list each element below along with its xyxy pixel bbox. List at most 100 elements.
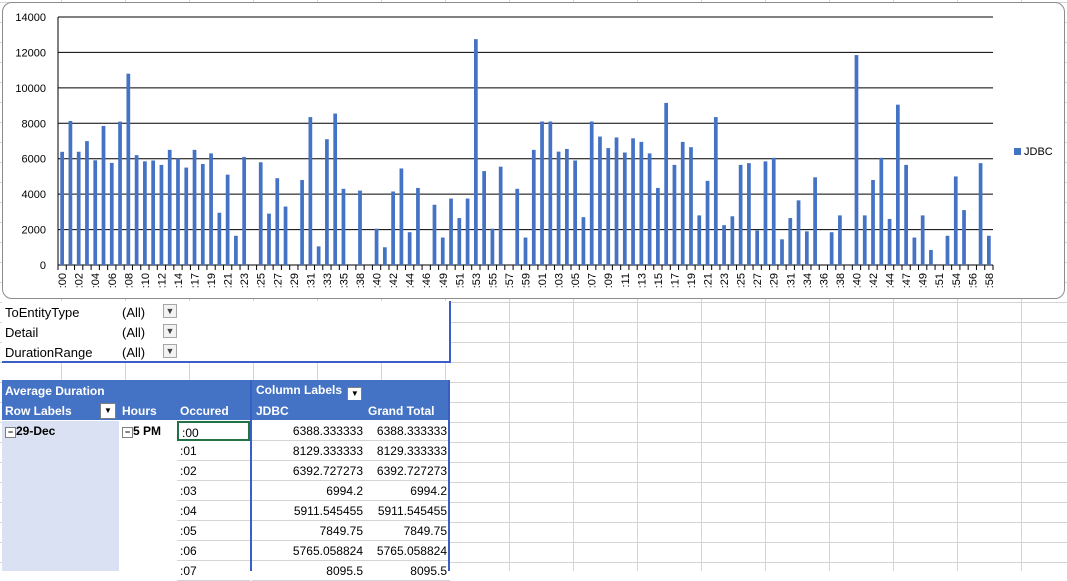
filter-value[interactable]: (All): [122, 325, 146, 340]
occured-cell[interactable]: :03: [177, 481, 250, 501]
bar: [978, 163, 983, 265]
occured-cell[interactable]: :01: [177, 441, 250, 461]
grand-total-cell[interactable]: 8129.333333: [366, 441, 450, 461]
bar: [771, 157, 776, 265]
bar: [490, 228, 495, 265]
bar: [234, 235, 238, 265]
jdbc-value-cell[interactable]: 5911.545455: [252, 501, 366, 521]
chart-svg: 0 2000 4000 6000 8000 10000 12000 14000:00:02:0…: [15, 12, 1052, 288]
x-tick-label: :14: [173, 273, 185, 288]
grand-total-cell[interactable]: 6392.727273: [366, 461, 450, 481]
dropdown-arrow-icon[interactable]: ▼: [163, 304, 177, 318]
y-tick-label: 6000: [22, 154, 46, 166]
bar: [267, 213, 271, 265]
x-tick-label: :58: [984, 273, 996, 288]
jdbc-value-cell[interactable]: 8129.333333: [252, 441, 366, 461]
row-labels-header[interactable]: Row Labels ▼: [2, 400, 119, 420]
jdbc-value-cell[interactable]: 8095.5: [252, 561, 366, 581]
x-tick-label: :12: [156, 273, 168, 288]
hour-cell[interactable]: −5 PM: [119, 421, 177, 571]
collapse-icon[interactable]: −: [122, 427, 133, 438]
bar: [432, 204, 437, 265]
bar: [987, 235, 991, 265]
x-tick-label: :35: [338, 273, 350, 288]
bar: [109, 162, 114, 265]
x-tick-label: :05: [570, 273, 582, 288]
bar: [68, 121, 73, 265]
x-tick-label: :55: [487, 273, 499, 288]
bar: [680, 141, 685, 265]
filter-value[interactable]: (All): [122, 305, 146, 320]
dropdown-arrow-icon[interactable]: ▼: [163, 324, 177, 338]
bar: [804, 231, 809, 265]
occured-cell[interactable]: :04: [177, 501, 250, 521]
grand-total-cell[interactable]: 6994.2: [366, 481, 450, 501]
column-labels-header[interactable]: Column Labels ▼: [250, 380, 450, 402]
x-tick-label: :38: [355, 273, 367, 288]
bar: [325, 139, 329, 265]
bar: [308, 117, 313, 265]
bar: [854, 55, 859, 266]
grand-total-cell[interactable]: 8095.5: [366, 561, 450, 581]
bar: [217, 212, 222, 265]
bar: [747, 163, 751, 265]
bar: [531, 149, 536, 265]
pivot-table[interactable]: Average Duration Column Labels ▼ Row Lab…: [2, 380, 450, 581]
grand-total-cell[interactable]: 6388.333333: [366, 421, 450, 441]
bar: [780, 239, 784, 265]
occured-header: Occured: [177, 400, 250, 420]
bar: [159, 164, 164, 265]
filter-value[interactable]: (All): [122, 345, 146, 360]
jdbc-value-cell[interactable]: 6388.333333: [252, 421, 366, 441]
grand-total-cell[interactable]: 5765.058824: [366, 541, 450, 561]
bar: [556, 151, 561, 265]
jdbc-value-cell[interactable]: 6392.727273: [252, 461, 366, 481]
column-labels-text: Column Labels: [256, 383, 343, 397]
jdbc-value-cell[interactable]: 7849.75: [252, 521, 366, 541]
occured-cell[interactable]: :00: [177, 421, 250, 441]
x-tick-label: :03: [554, 273, 566, 288]
bar: [126, 73, 131, 265]
dropdown-arrow-icon[interactable]: ▼: [163, 344, 177, 358]
x-tick-label: :40: [851, 273, 863, 288]
bar: [879, 157, 884, 265]
occured-cell[interactable]: :07: [177, 561, 250, 581]
x-tick-label: :23: [239, 273, 251, 288]
bar: [242, 156, 247, 265]
bar: [622, 152, 627, 265]
column-chart[interactable]: 0 2000 4000 6000 8000 10000 12000 14000:00:02:0…: [2, 2, 1065, 299]
bar: [440, 237, 445, 265]
bar: [639, 141, 644, 265]
bar: [60, 151, 64, 265]
bar: [730, 216, 735, 265]
occured-cell[interactable]: :05: [177, 521, 250, 541]
jdbc-value-cell[interactable]: 6994.2: [252, 481, 366, 501]
x-tick-label: :21: [703, 273, 715, 288]
occured-cell[interactable]: :02: [177, 461, 250, 481]
bar: [929, 249, 933, 265]
grand-total-cell[interactable]: 7849.75: [366, 521, 450, 541]
x-tick-label: :02: [74, 273, 86, 288]
jdbc-value-cell[interactable]: 5765.058824: [252, 541, 366, 561]
bar: [143, 161, 147, 265]
x-tick-label: :34: [802, 273, 814, 288]
y-tick-label: 8000: [22, 118, 46, 130]
report-filters: ToEntityType (All) ▼ Detail (All) ▼ Dura…: [2, 301, 451, 363]
grand-total-header: Grand Total: [364, 400, 450, 420]
collapse-icon[interactable]: −: [5, 427, 16, 438]
bar: [796, 200, 801, 265]
date-cell[interactable]: −29-Dec: [2, 421, 119, 571]
y-tick-label: 12000: [15, 47, 46, 59]
grand-total-cell[interactable]: 5911.545455: [366, 501, 450, 521]
filter-label: Detail: [5, 325, 39, 340]
filter-label: DurationRange: [5, 345, 93, 360]
x-tick-label: :19: [206, 273, 218, 288]
x-tick-label: :51: [454, 273, 466, 288]
bar: [200, 164, 205, 265]
filter-label: ToEntityType: [5, 305, 80, 320]
bar: [515, 188, 520, 265]
bar: [606, 148, 611, 265]
bar: [258, 162, 263, 265]
dropdown-arrow-icon[interactable]: ▼: [100, 403, 116, 419]
occured-cell[interactable]: :06: [177, 541, 250, 561]
